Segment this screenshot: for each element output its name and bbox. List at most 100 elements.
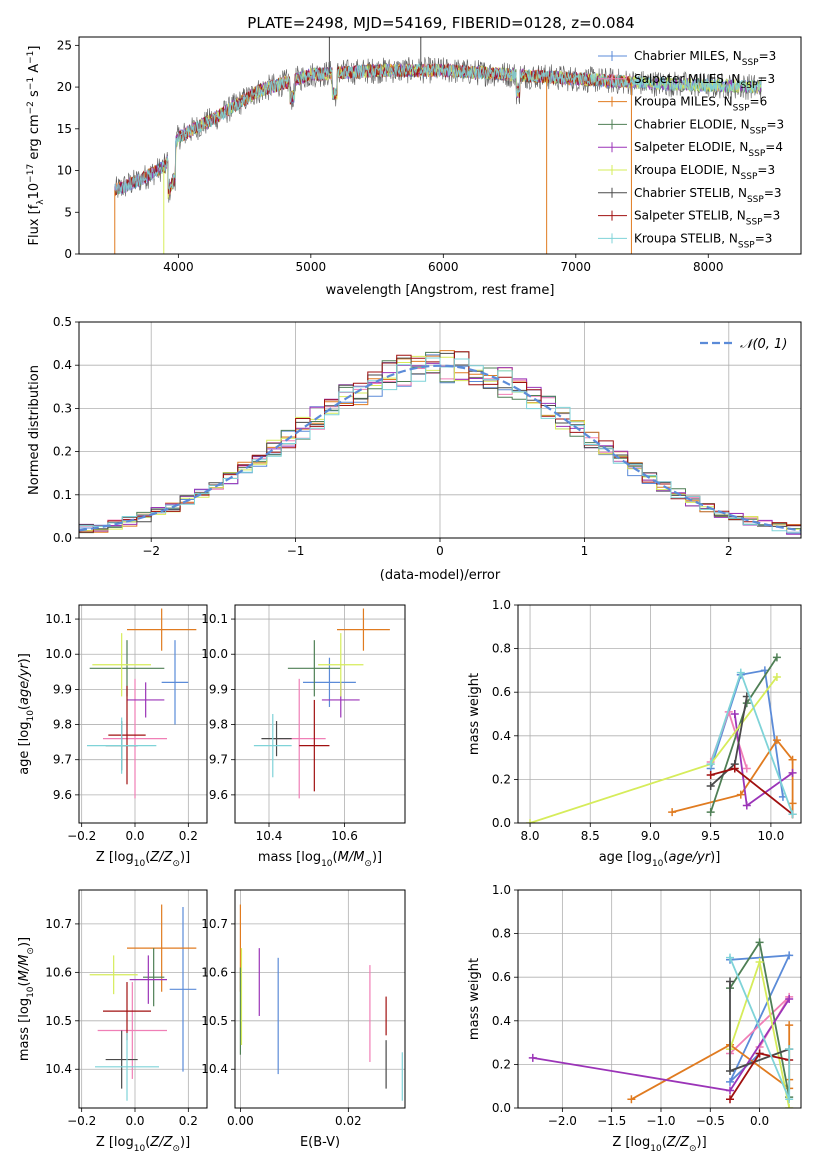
legend-entry: Kroupa ELODIE, NSSP=3 (634, 163, 775, 182)
tick-label-x: 5000 (296, 260, 327, 274)
tick-label-y: 9.9 (53, 682, 72, 696)
tick-label-y: 0.8 (492, 642, 511, 656)
mw_vs_age-panel: 8.0 8.5 9.0 9.5 10.0 0.0 0.2 0.4 0.6 0.8 1.0 age [l… (467, 598, 802, 869)
normal-curve (79, 364, 801, 532)
histogram-step (79, 357, 801, 533)
mw_vs_Z-xlabel: Z [log10(Z/Z⊙)] (612, 1135, 706, 1154)
mass-weight-marker (706, 771, 715, 780)
tick-label-x: 10.4 (256, 829, 283, 843)
tick-label-x: 9.5 (701, 829, 720, 843)
tick-label-x: 0.0 (125, 829, 144, 843)
mw_vs_Z-ylabel: mass weight (467, 958, 482, 1040)
mass-weight-marker (788, 768, 797, 777)
tick-label-y: 10.1 (201, 612, 228, 626)
residuals-xlabel: (data-model)/error (380, 568, 501, 583)
tick-label-y: 9.7 (209, 753, 228, 767)
tick-label-y: 9.8 (209, 718, 228, 732)
tick-label-x: 10.0 (758, 829, 785, 843)
tick-label-y: 0.0 (53, 531, 72, 545)
mass-weight-marker (788, 799, 797, 808)
axes-frame (517, 889, 802, 1109)
tick-label-y: 9.7 (53, 753, 72, 767)
residuals-ylabel: Normed distribution (27, 365, 42, 495)
tick-label-y: 1.0 (492, 598, 511, 612)
axes-frame (78, 36, 802, 255)
tick-label-y: 0.6 (492, 970, 511, 984)
mw_vs_Z-plot-area (528, 938, 794, 1108)
tick-label-y: 0.2 (53, 445, 72, 459)
tick-label-x: 0 (436, 544, 444, 558)
tick-label-x: −0.2 (67, 1114, 96, 1128)
tick-label-y: 10.0 (45, 647, 72, 661)
tick-label-x: 6000 (428, 260, 459, 274)
legend-entry: Kroupa MILES, NSSP=6 (634, 95, 767, 114)
tick-label-y: 10.6 (201, 965, 228, 979)
mass-weight-marker (730, 710, 739, 718)
tick-label-y: 10.5 (45, 1014, 72, 1028)
axes-frame (517, 604, 802, 824)
mass_vs_Z-panel: −0.2 0.0 0.2 10.4 10.5 10.6 10.7 Z [log10(Z/Z⊙)… (17, 889, 208, 1154)
tick-label-x: −0.2 (67, 829, 96, 843)
tick-label-x: −0.5 (696, 1114, 725, 1128)
mass-weight-marker (772, 736, 781, 745)
mass-weight-marker (706, 760, 715, 769)
mass-weight-marker (788, 755, 797, 764)
mass-weight-marker (706, 781, 715, 790)
mass-weight-marker (755, 1049, 764, 1058)
tick-label-y: 10.7 (45, 917, 72, 931)
mass_vs_Z-xlabel: Z [log10(Z/Z⊙)] (96, 1135, 190, 1154)
spectrum-line (114, 62, 762, 195)
tick-label-x: 0.2 (179, 829, 198, 843)
mass-weight-marker (726, 953, 735, 962)
tick-label-y: 0.3 (53, 401, 72, 415)
tick-label-x: 0.0 (125, 1114, 144, 1128)
axes-frame (78, 889, 208, 1109)
tick-label-x: −1.5 (597, 1114, 626, 1128)
mass-weight-marker (726, 1066, 735, 1075)
tick-label-y: 10.5 (201, 1014, 228, 1028)
mass-weight-marker (742, 801, 751, 810)
mass-weight-marker (736, 790, 745, 799)
tick-label-x: 8.5 (581, 829, 600, 843)
spectrum-ylabel: Flux [fλ10−17 erg cm−2 s−1 A−1] (26, 46, 46, 246)
legend-entry: Salpeter ELODIE, NSSP=4 (634, 140, 783, 159)
tick-label-x: 0.0 (750, 1114, 769, 1128)
tick-label-x: 0.02 (335, 1114, 362, 1128)
mass-weight-marker (726, 1095, 735, 1104)
residuals-plot-area (79, 350, 801, 535)
tick-label-x: 7000 (561, 260, 592, 274)
axes-frame (234, 604, 406, 824)
tick-label-y: 0.1 (53, 488, 72, 502)
tick-label-y: 25 (57, 38, 72, 52)
mass_vs_Z-plot-area (89, 904, 197, 1101)
tick-label-x: 0.00 (227, 1114, 254, 1128)
mass_vs_Z-ylabel: mass [log10(M/M⊙)] (17, 937, 36, 1061)
spectrum-xlabel: wavelength [Angstrom, rest frame] (326, 283, 555, 298)
tick-label-x: 8.0 (520, 829, 539, 843)
tick-label-x: −1 (287, 544, 305, 558)
tick-label-y: 10.0 (201, 647, 228, 661)
tick-label-y: 9.6 (53, 788, 72, 802)
tick-label-y: 9.8 (53, 718, 72, 732)
mass-weight-marker (668, 808, 677, 817)
mass-weight-marker (785, 1104, 794, 1108)
mass-weight-marker (785, 1045, 794, 1054)
mw_vs_age-xlabel: age [log10(age/yr)] (599, 850, 721, 869)
residuals-panel: −2 −1 0 1 2 0.0 0.1 0.2 0.3 0.4 0.5 (data-model)/er… (27, 315, 802, 583)
mass_vs_ebv-plot-area (239, 904, 403, 1101)
spectrum-panel: 4000 5000 6000 7000 8000 0 5 10 15 20 25 wavelength… (26, 36, 802, 298)
legend-entry: Chabrier MILES, NSSP=3 (634, 49, 776, 68)
legend-entry: Kroupa STELIB, NSSP=3 (634, 231, 772, 250)
axes-frame (234, 889, 406, 1109)
tick-label-y: 0.0 (492, 816, 511, 830)
tick-label-y: 0.8 (492, 927, 511, 941)
tick-label-y: 0.5 (53, 315, 72, 329)
age_vs_mass-panel: 10.4 10.6 9.6 9.7 9.8 9.9 10.0 10.1 mass [log10(… (201, 604, 406, 869)
tick-label-y: 10.6 (45, 965, 72, 979)
age_vs_mass-plot-area (253, 608, 390, 799)
tick-label-y: 10.1 (45, 612, 72, 626)
tick-label-x: 4000 (163, 260, 194, 274)
tick-label-y: 5 (64, 205, 72, 219)
mass-weight-marker (742, 764, 751, 773)
